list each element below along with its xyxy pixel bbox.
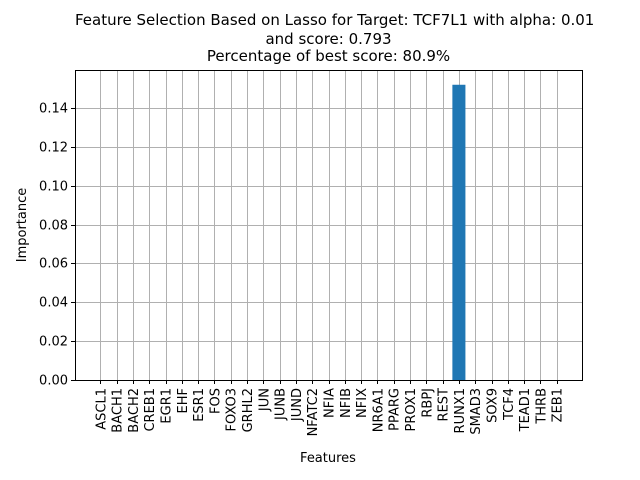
- y-tick-label: 0.14: [39, 102, 68, 117]
- x-tick-label: NR6A1: [371, 388, 386, 432]
- y-tick-label: 0.06: [39, 257, 68, 272]
- x-tick-label: JUN: [257, 388, 272, 412]
- y-tick-label: 0.00: [39, 374, 68, 389]
- x-tick-label: TEAD1: [518, 388, 533, 432]
- x-tick-label: JUNB: [274, 388, 289, 421]
- x-tick-label: THRB: [534, 388, 549, 425]
- chart-title-line-1: Feature Selection Based on Lasso for Tar…: [75, 11, 595, 29]
- x-tick-label: FOS: [208, 388, 223, 414]
- x-tick-label: RUNX1: [453, 388, 468, 433]
- bar-runx1: [452, 84, 466, 380]
- y-tick-label: 0.08: [39, 219, 68, 234]
- y-tick-label: 0.04: [39, 296, 68, 311]
- x-tick-label: NFATC2: [306, 388, 321, 436]
- y-tick-label: 0.12: [39, 141, 68, 156]
- y-axis-label: Importance: [15, 188, 30, 263]
- x-tick-label: NFIA: [323, 388, 338, 418]
- x-tick-label: JUND: [290, 388, 305, 422]
- x-tick-label: ZEB1: [551, 388, 566, 422]
- x-tick-label: BACH1: [111, 388, 126, 433]
- x-tick-label: REST: [437, 388, 452, 421]
- grid-layer: [75, 70, 582, 381]
- chart-title-line-2: and score: 0.793: [265, 30, 392, 48]
- x-tick-label: EGR1: [160, 388, 175, 424]
- x-tick-label: EHF: [176, 388, 191, 413]
- x-tick-label: ASCL1: [94, 388, 109, 430]
- y-tick-label: 0.02: [39, 335, 68, 350]
- x-tick-label: PROX1: [404, 388, 419, 431]
- x-tick-label: SOX9: [486, 388, 501, 423]
- x-tick-label: ESR1: [192, 388, 207, 422]
- bars-layer: [452, 84, 466, 380]
- x-tick-label: NFIB: [339, 388, 354, 418]
- y-tick-label: 0.10: [39, 180, 68, 195]
- chart-title-line-3: Percentage of best score: 80.9%: [206, 47, 451, 65]
- x-tick-label: TCF4: [502, 388, 517, 421]
- x-tick-label: SMAD3: [469, 388, 484, 435]
- x-axis-label: Features: [300, 451, 356, 466]
- x-tick-label: FOXO3: [225, 388, 240, 431]
- x-tick-label: NFIX: [355, 388, 370, 418]
- x-tick-label: PPARG: [388, 388, 403, 431]
- x-tick-label: BACH2: [127, 388, 142, 433]
- x-tick-label: CREB1: [143, 388, 158, 432]
- x-tick-label: GRHL2: [241, 388, 256, 432]
- x-tick-label: RBPJ: [420, 388, 435, 418]
